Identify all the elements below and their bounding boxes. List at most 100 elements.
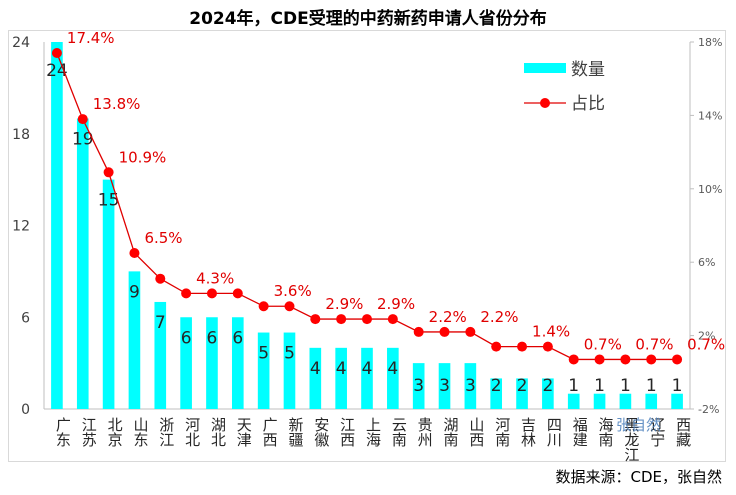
bar xyxy=(231,317,244,409)
x-tick-label: 上海 xyxy=(364,417,382,447)
legend-line-label: 占比 xyxy=(571,94,605,114)
line-point xyxy=(620,354,631,365)
bar xyxy=(335,347,347,409)
bar xyxy=(128,271,141,409)
x-tick-label: 江西 xyxy=(338,417,356,447)
left-axis-tick-label: 12 xyxy=(12,219,30,235)
source-note: 数据来源：CDE，张自然 xyxy=(555,468,722,486)
bar-value-label: 1 xyxy=(672,376,683,396)
x-tick-label: 安徽 xyxy=(312,417,330,447)
line-point xyxy=(336,314,347,325)
bar xyxy=(283,332,296,409)
line-point xyxy=(284,301,295,312)
x-tick-label: 山西 xyxy=(467,417,485,447)
line-point xyxy=(517,341,528,352)
line-point-label: 2.2% xyxy=(429,308,467,326)
bar-value-label: 4 xyxy=(387,359,398,379)
bar-value-label: 4 xyxy=(336,359,347,379)
right-axis-tick-label: 18% xyxy=(698,36,722,49)
chart-title: 2024年，CDE受理的中药新药申请人省份分布 xyxy=(189,9,547,29)
bar xyxy=(154,301,167,409)
x-tick-label: 山东 xyxy=(131,417,149,447)
bar-value-label: 2 xyxy=(491,376,502,396)
line-point-label: 6.5% xyxy=(144,229,182,247)
line-point-label: 2.9% xyxy=(377,295,415,313)
line-point xyxy=(103,167,114,178)
line-point-label: 10.9% xyxy=(119,148,167,166)
line-point xyxy=(51,48,62,59)
line-point xyxy=(387,314,398,325)
left-axis-tick-label: 18 xyxy=(12,127,30,143)
bar xyxy=(438,363,451,409)
bar xyxy=(361,347,373,409)
x-tick-label: 天津 xyxy=(235,417,253,447)
x-tick-label: 四川 xyxy=(545,417,563,447)
x-tick-label: 福建 xyxy=(571,417,589,447)
bar xyxy=(516,378,528,409)
x-tick-label: 西藏 xyxy=(674,417,692,448)
bar xyxy=(51,42,63,409)
line-point-label: 2.9% xyxy=(325,295,363,313)
x-tick-label: 河南 xyxy=(493,417,511,447)
bar-value-label: 5 xyxy=(258,344,269,364)
line-point-label: 13.8% xyxy=(93,95,141,113)
bar xyxy=(76,118,89,409)
bar-value-label: 1 xyxy=(568,376,579,396)
right-axis-tick-label: -2% xyxy=(698,403,719,416)
bar-value-label: 1 xyxy=(646,376,657,396)
line-point-label: 1.4% xyxy=(532,323,570,341)
bar-value-label: 7 xyxy=(155,313,166,333)
line-point-label: 0.7% xyxy=(687,335,725,353)
bar-value-label: 9 xyxy=(129,282,140,302)
legend-bar-swatch xyxy=(524,63,566,73)
bar xyxy=(671,393,683,409)
right-axis-tick-label: 10% xyxy=(698,183,722,196)
left-axis-tick-label: 6 xyxy=(21,310,30,326)
line-point xyxy=(568,354,579,365)
bar-value-label: 1 xyxy=(594,376,605,396)
bar-value-label: 3 xyxy=(413,376,424,396)
x-tick-label: 吉林 xyxy=(519,417,537,447)
bar xyxy=(567,393,580,409)
chart-border xyxy=(8,30,726,462)
line-point xyxy=(129,248,140,259)
line-point-label: 17.4% xyxy=(67,29,115,47)
line-point xyxy=(672,354,683,365)
line-point xyxy=(594,354,605,365)
line-point xyxy=(155,273,166,284)
line-point-label: 0.7% xyxy=(635,335,673,353)
bar-value-label: 3 xyxy=(439,376,450,396)
bar xyxy=(309,347,322,409)
x-tick-label: 河北 xyxy=(183,417,201,447)
line-point xyxy=(310,314,321,325)
x-tick-label: 浙江 xyxy=(157,417,175,447)
line-point-label: 2.2% xyxy=(480,308,518,326)
bar-value-label: 2 xyxy=(517,376,528,396)
bar xyxy=(490,378,503,409)
bar-value-label: 1 xyxy=(620,376,631,396)
bar xyxy=(593,393,606,409)
bar xyxy=(412,363,425,409)
x-tick-label: 广西 xyxy=(261,417,279,447)
line-point xyxy=(77,114,88,125)
line-point xyxy=(465,326,476,337)
line-point xyxy=(258,301,269,312)
bar-value-label: 15 xyxy=(98,191,120,211)
bar-value-label: 19 xyxy=(72,129,94,149)
x-tick-label: 云南 xyxy=(390,417,408,447)
line-point xyxy=(362,314,372,325)
right-axis-tick-label: 2% xyxy=(698,330,715,343)
bar-value-label: 4 xyxy=(310,359,321,379)
bar xyxy=(619,393,632,409)
bar xyxy=(206,317,218,409)
bar-value-label: 6 xyxy=(181,328,192,348)
bar-value-label: 6 xyxy=(207,328,218,348)
bar-value-label: 3 xyxy=(465,376,476,396)
line-point xyxy=(232,288,243,299)
x-tick-label: 新疆 xyxy=(286,417,304,447)
right-axis-tick-label: 6% xyxy=(698,256,715,269)
line-point-label: 0.7% xyxy=(584,335,622,353)
x-tick-label: 贵州 xyxy=(416,417,434,447)
